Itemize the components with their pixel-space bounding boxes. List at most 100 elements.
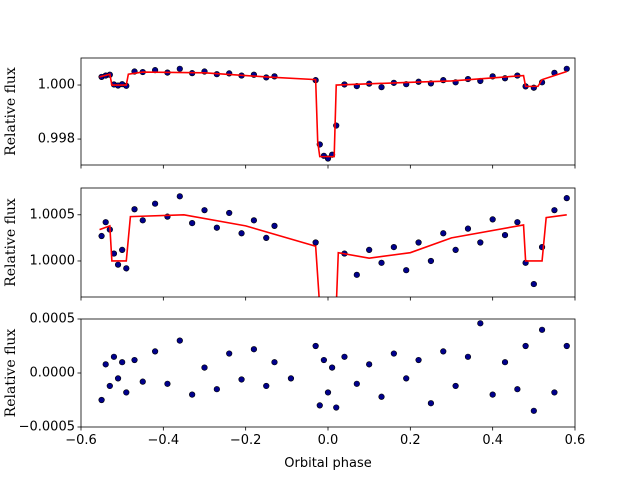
- data-point: [250, 217, 257, 224]
- data-point: [514, 219, 521, 226]
- data-point: [563, 195, 570, 202]
- axes-frame: [80, 57, 576, 166]
- data-point: [271, 73, 278, 80]
- data-point: [213, 224, 220, 231]
- data-point: [320, 356, 327, 364]
- data-point: [114, 261, 122, 268]
- data-point: [353, 271, 360, 278]
- data-point: [378, 84, 385, 91]
- data-point: [378, 259, 385, 266]
- data-point: [489, 216, 496, 223]
- data-point: [312, 342, 319, 350]
- y-tick-label: 1.0000: [30, 253, 76, 268]
- data-point: [427, 400, 435, 407]
- data-point: [131, 356, 138, 364]
- data-point: [176, 193, 183, 200]
- data-point: [440, 348, 447, 355]
- data-point: [189, 220, 196, 227]
- data-point: [353, 380, 360, 387]
- x-tick-label: −0.4: [148, 433, 180, 448]
- data-point: [333, 404, 340, 411]
- data-point: [378, 393, 385, 400]
- x-tick-label: 0.0: [318, 433, 339, 448]
- data-point: [152, 200, 159, 207]
- data-point: [477, 320, 484, 327]
- data-point: [263, 382, 270, 390]
- data-point: [102, 361, 109, 368]
- y-tick-label: 1.000: [38, 78, 75, 93]
- x-tick-label: −0.2: [230, 433, 262, 448]
- x-axis-label: Orbital phase: [284, 456, 371, 471]
- data-point: [563, 342, 570, 350]
- data-point: [271, 222, 278, 229]
- y-tick-label: −0.0005: [19, 420, 75, 435]
- data-point: [563, 65, 570, 72]
- data-point: [119, 359, 126, 366]
- data-point: [427, 257, 435, 265]
- x-tick-label: −0.6: [65, 433, 97, 448]
- data-point: [312, 239, 319, 246]
- data-point: [522, 342, 529, 350]
- data-point: [452, 246, 459, 253]
- data-point: [131, 206, 138, 213]
- data-point: [551, 389, 558, 396]
- data-point: [201, 207, 208, 214]
- plot-area: [98, 193, 570, 297]
- data-point: [102, 219, 109, 226]
- data-point: [271, 359, 278, 366]
- data-point: [501, 359, 509, 366]
- data-point: [189, 391, 196, 398]
- data-point: [514, 386, 521, 393]
- data-point: [390, 244, 397, 251]
- data-point: [464, 225, 472, 232]
- axes-frame: [80, 318, 576, 428]
- data-point: [440, 230, 447, 237]
- data-point: [329, 364, 336, 371]
- data-point: [250, 346, 257, 353]
- x-tick-label: 0.2: [400, 433, 421, 448]
- y-tick-label: 0.0005: [30, 312, 76, 327]
- plot-area: [98, 320, 570, 414]
- data-point: [403, 267, 410, 274]
- x-tick-label: 0.6: [565, 433, 586, 448]
- data-point: [538, 326, 546, 333]
- data-point: [213, 386, 220, 393]
- data-point: [341, 353, 348, 360]
- data-point: [452, 382, 459, 390]
- data-point: [440, 77, 447, 84]
- x-tick-label: 0.4: [482, 433, 503, 448]
- data-point: [390, 350, 397, 357]
- data-point: [324, 389, 332, 396]
- data-point: [98, 232, 105, 240]
- data-point: [164, 380, 171, 387]
- y-axis-label: Relative flux: [3, 198, 19, 287]
- data-point: [226, 350, 233, 357]
- data-point: [551, 207, 558, 214]
- data-point: [489, 391, 496, 398]
- data-point: [530, 280, 537, 288]
- data-point: [201, 364, 208, 371]
- data-point: [366, 361, 373, 368]
- data-point: [106, 382, 113, 390]
- data-point: [238, 230, 245, 237]
- data-point: [238, 376, 245, 383]
- data-point: [530, 407, 537, 414]
- model-line: [99, 213, 567, 297]
- y-tick-label: 0.998: [38, 132, 75, 147]
- data-point: [123, 265, 130, 272]
- data-point: [176, 65, 183, 72]
- data-point: [366, 246, 373, 253]
- data-point: [501, 232, 509, 239]
- data-point: [98, 396, 105, 404]
- data-point: [415, 239, 422, 246]
- y-tick-label: 0.0000: [30, 366, 76, 381]
- model-line: [99, 70, 568, 158]
- data-point: [403, 375, 410, 382]
- data-point: [477, 239, 484, 246]
- data-point: [139, 217, 146, 224]
- data-point: [464, 353, 472, 360]
- y-axis-label: Relative flux: [3, 67, 19, 156]
- data-point: [316, 402, 323, 409]
- data-point: [226, 209, 233, 217]
